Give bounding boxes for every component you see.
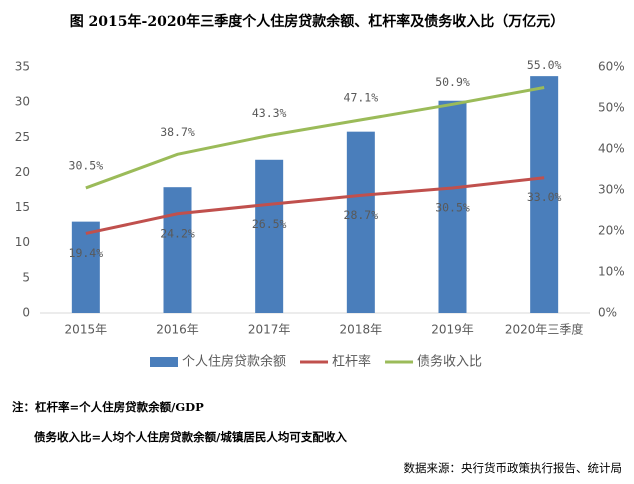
x-tick-label: 2018年 [340, 323, 383, 337]
x-tick-label: 2015年 [65, 323, 108, 337]
bar [255, 159, 284, 313]
y-tick-label: 15 [15, 200, 30, 214]
bar [438, 100, 467, 313]
bar [163, 187, 192, 313]
legend-label: 杠杆率 [332, 354, 371, 370]
x-tick-label: 2019年 [431, 323, 474, 337]
data-label: 43.3% [252, 106, 287, 120]
bar [346, 131, 375, 313]
y-tick-label: 0 [22, 306, 30, 320]
x-tick-label: 2017年 [248, 323, 291, 337]
y2-tick-label: 50% [598, 101, 625, 115]
legend-swatch [150, 357, 178, 367]
data-label: 33.0% [527, 190, 562, 204]
y-tick-label: 10 [15, 235, 30, 249]
data-label: 30.5% [69, 158, 104, 172]
y2-tick-label: 60% [598, 60, 625, 74]
bar [71, 221, 100, 313]
legend-label: 债务收入比 [417, 354, 482, 370]
y2-tick-label: 30% [598, 183, 625, 197]
data-label: 19.4% [69, 246, 104, 260]
y-tick-label: 5 [22, 270, 30, 284]
y2-tick-label: 10% [598, 265, 625, 279]
data-label: 30.5% [435, 200, 470, 214]
y2-tick-label: 20% [598, 224, 625, 238]
note: 注：杠杆率=个人住房贷款余额/GDP [12, 400, 204, 414]
line [85, 176, 545, 235]
data-label: 24.2% [160, 226, 195, 240]
y-tick-label: 20 [15, 165, 30, 179]
y-tick-label: 30 [15, 95, 30, 109]
line [85, 86, 545, 190]
data-label: 26.5% [252, 217, 287, 231]
data-label: 47.1% [344, 90, 379, 104]
note: 债务收入比=人均个人住房贷款余额/城镇居民人均可支配收入 [34, 430, 347, 444]
data-label: 28.7% [344, 208, 379, 222]
chart-title: 图 2015年-2020年三季度个人住房贷款余额、杠杆率及债务收入比（万亿元） [70, 13, 565, 30]
y2-tick-label: 40% [598, 142, 625, 156]
legend-label: 个人住房贷款余额 [182, 354, 286, 370]
y-tick-label: 25 [15, 130, 30, 144]
source: 数据来源：央行货币政策执行报告、统计局 [404, 461, 623, 475]
y-tick-label: 35 [15, 60, 30, 74]
x-tick-label: 2020年三季度 [505, 322, 584, 337]
bar [530, 76, 559, 313]
data-label: 55.0% [527, 58, 562, 72]
y2-tick-label: 0% [598, 306, 617, 320]
x-tick-label: 2016年 [156, 323, 199, 337]
data-label: 38.7% [160, 125, 195, 139]
data-label: 50.9% [435, 75, 470, 89]
